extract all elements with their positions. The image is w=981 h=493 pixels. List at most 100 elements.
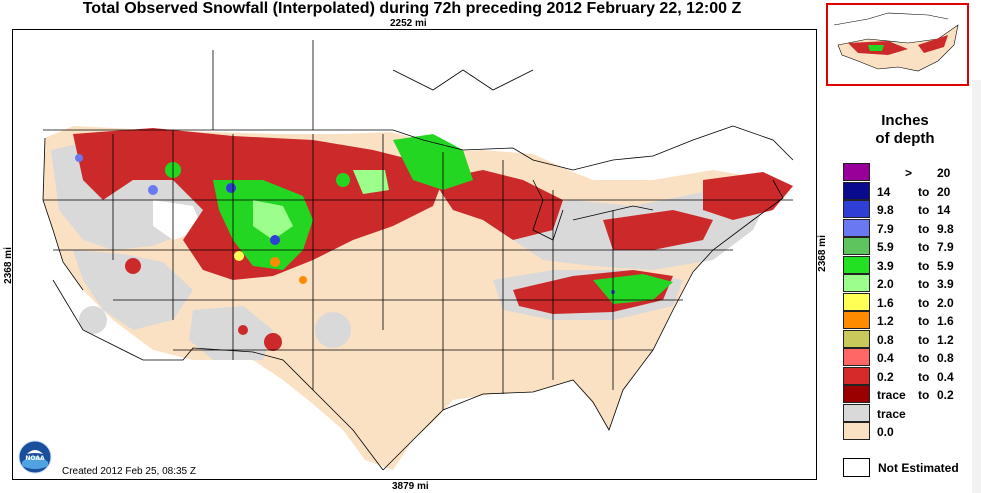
legend-hi: 20 bbox=[937, 166, 951, 180]
snow-spot-blue-2 bbox=[270, 235, 280, 245]
legend-swatch bbox=[843, 292, 870, 311]
legend-hi: 0.4 bbox=[937, 369, 954, 384]
trace-spot-2 bbox=[79, 306, 107, 334]
pacific-coast bbox=[42, 137, 84, 291]
legend-swatch bbox=[843, 200, 870, 218]
moderate-snow-upper-midwest bbox=[393, 134, 473, 190]
legend-swatch bbox=[843, 348, 870, 366]
legend-hi: 20 bbox=[937, 184, 951, 199]
legend-lo: trace bbox=[877, 406, 906, 421]
legend-lo: 5.9 bbox=[877, 240, 894, 254]
legend-lo: 0.4 bbox=[877, 351, 894, 365]
hudson-bay-coast bbox=[392, 69, 534, 91]
light-snow-spot-2 bbox=[264, 333, 282, 351]
light-snow-ohio-valley bbox=[603, 210, 713, 250]
snow-spot-blue-3 bbox=[75, 154, 83, 162]
legend-title: Inches of depth bbox=[840, 112, 970, 148]
legend-swatch bbox=[843, 218, 870, 237]
created-timestamp: Created 2012 Feb 25, 08:35 Z bbox=[62, 466, 196, 477]
us-canada-border bbox=[43, 125, 794, 171]
legend-to: to bbox=[918, 351, 930, 365]
legend-swatch bbox=[843, 274, 870, 292]
legend-swatch bbox=[843, 237, 870, 255]
legend-swatch bbox=[843, 255, 870, 274]
light-snow-northeast bbox=[703, 172, 793, 220]
legend-to: to bbox=[918, 221, 930, 236]
legend-gt: > bbox=[905, 166, 913, 180]
legend-swatch bbox=[843, 311, 870, 329]
snowfall-map bbox=[12, 29, 817, 480]
legend-lo: 14 bbox=[877, 184, 891, 199]
heavy-snow-spots bbox=[75, 154, 615, 294]
legend-to: to bbox=[918, 203, 930, 217]
legend-swatch bbox=[843, 422, 870, 440]
legend-lo: 7.9 bbox=[877, 221, 894, 236]
light-moderate-snow-areas bbox=[253, 170, 389, 240]
legend-swatch bbox=[843, 385, 870, 403]
great-lake-erie bbox=[572, 205, 654, 221]
trace-area-west bbox=[73, 250, 193, 330]
legend-swatch bbox=[843, 366, 870, 385]
inset-canvas bbox=[833, 12, 959, 72]
light-snow-great-lakes bbox=[433, 170, 563, 240]
light-snow-spot-3 bbox=[238, 325, 248, 335]
legend-to: to bbox=[918, 388, 930, 402]
snow-spot-blue-4 bbox=[148, 185, 158, 195]
legend-swatch bbox=[843, 181, 870, 200]
trace-spot-1 bbox=[315, 312, 351, 348]
window-edge bbox=[972, 80, 981, 493]
noaa-logo: NOAA bbox=[18, 440, 52, 474]
moderate-snow-spot-2 bbox=[336, 173, 350, 187]
atlantic-coast bbox=[692, 179, 784, 273]
legend-lo: 0.0 bbox=[877, 425, 894, 439]
legend-hi: 1.2 bbox=[937, 332, 954, 347]
legend-hi: 1.6 bbox=[937, 314, 954, 328]
width-dimension-bottom: 3879 mi bbox=[392, 481, 429, 492]
legend-swatch bbox=[843, 403, 870, 422]
legend-lo: 0.2 bbox=[877, 369, 894, 384]
map-canvas bbox=[42, 40, 794, 471]
legend-swatch bbox=[843, 163, 870, 181]
legend-title-line2: of depth bbox=[875, 130, 935, 147]
legend-hi: 14 bbox=[937, 203, 951, 217]
legend-to: to bbox=[918, 314, 930, 328]
snow-spot-yellow-1 bbox=[234, 251, 244, 261]
legend-hi: 0.8 bbox=[937, 351, 954, 365]
legend-to: to bbox=[918, 184, 930, 199]
legend-hi: 9.8 bbox=[937, 221, 954, 236]
legend-hi: 0.2 bbox=[937, 388, 954, 402]
gulf-coast bbox=[382, 271, 694, 471]
overview-inset-map bbox=[826, 3, 969, 86]
map-title: Total Observed Snowfall (Interpolated) d… bbox=[82, 0, 742, 17]
not-estimated-swatch bbox=[843, 458, 870, 477]
legend-hi: 5.9 bbox=[937, 258, 954, 273]
legend-to: to bbox=[918, 295, 930, 310]
legend-swatch bbox=[843, 329, 870, 348]
legend-lo: 0.8 bbox=[877, 332, 894, 347]
not-estimated-label: Not Estimated bbox=[878, 461, 959, 475]
legend-lo: 9.8 bbox=[877, 203, 894, 217]
light-moderate-snow-dakotas bbox=[353, 170, 389, 194]
snow-spot-orange-2 bbox=[299, 276, 307, 284]
noaa-logo-text: NOAA bbox=[25, 455, 45, 462]
legend-to: to bbox=[918, 240, 930, 254]
legend-hi: 3.9 bbox=[937, 277, 954, 291]
width-dimension-top: 2252 mi bbox=[390, 18, 427, 29]
light-snow-spot-1 bbox=[125, 258, 141, 274]
legend-to: to bbox=[918, 332, 930, 347]
legend-lo: trace bbox=[877, 388, 906, 402]
legend-hi: 2.0 bbox=[937, 295, 954, 310]
trace-area-southwest bbox=[189, 306, 273, 360]
legend-hi: 7.9 bbox=[937, 240, 954, 254]
light-moderate-snow-colorado bbox=[253, 200, 293, 240]
legend-lo: 1.6 bbox=[877, 295, 894, 310]
legend-title-line1: Inches bbox=[881, 112, 929, 129]
legend-lo: 2.0 bbox=[877, 277, 894, 291]
snow-spot-blue-1 bbox=[226, 183, 236, 193]
legend-to: to bbox=[918, 258, 930, 273]
legend-lo: 1.2 bbox=[877, 314, 894, 328]
legend-to: to bbox=[918, 369, 930, 384]
boundaries bbox=[42, 40, 794, 471]
height-dimension-right: 2368 mi bbox=[816, 235, 828, 272]
height-dimension-left: 2368 mi bbox=[2, 247, 14, 284]
